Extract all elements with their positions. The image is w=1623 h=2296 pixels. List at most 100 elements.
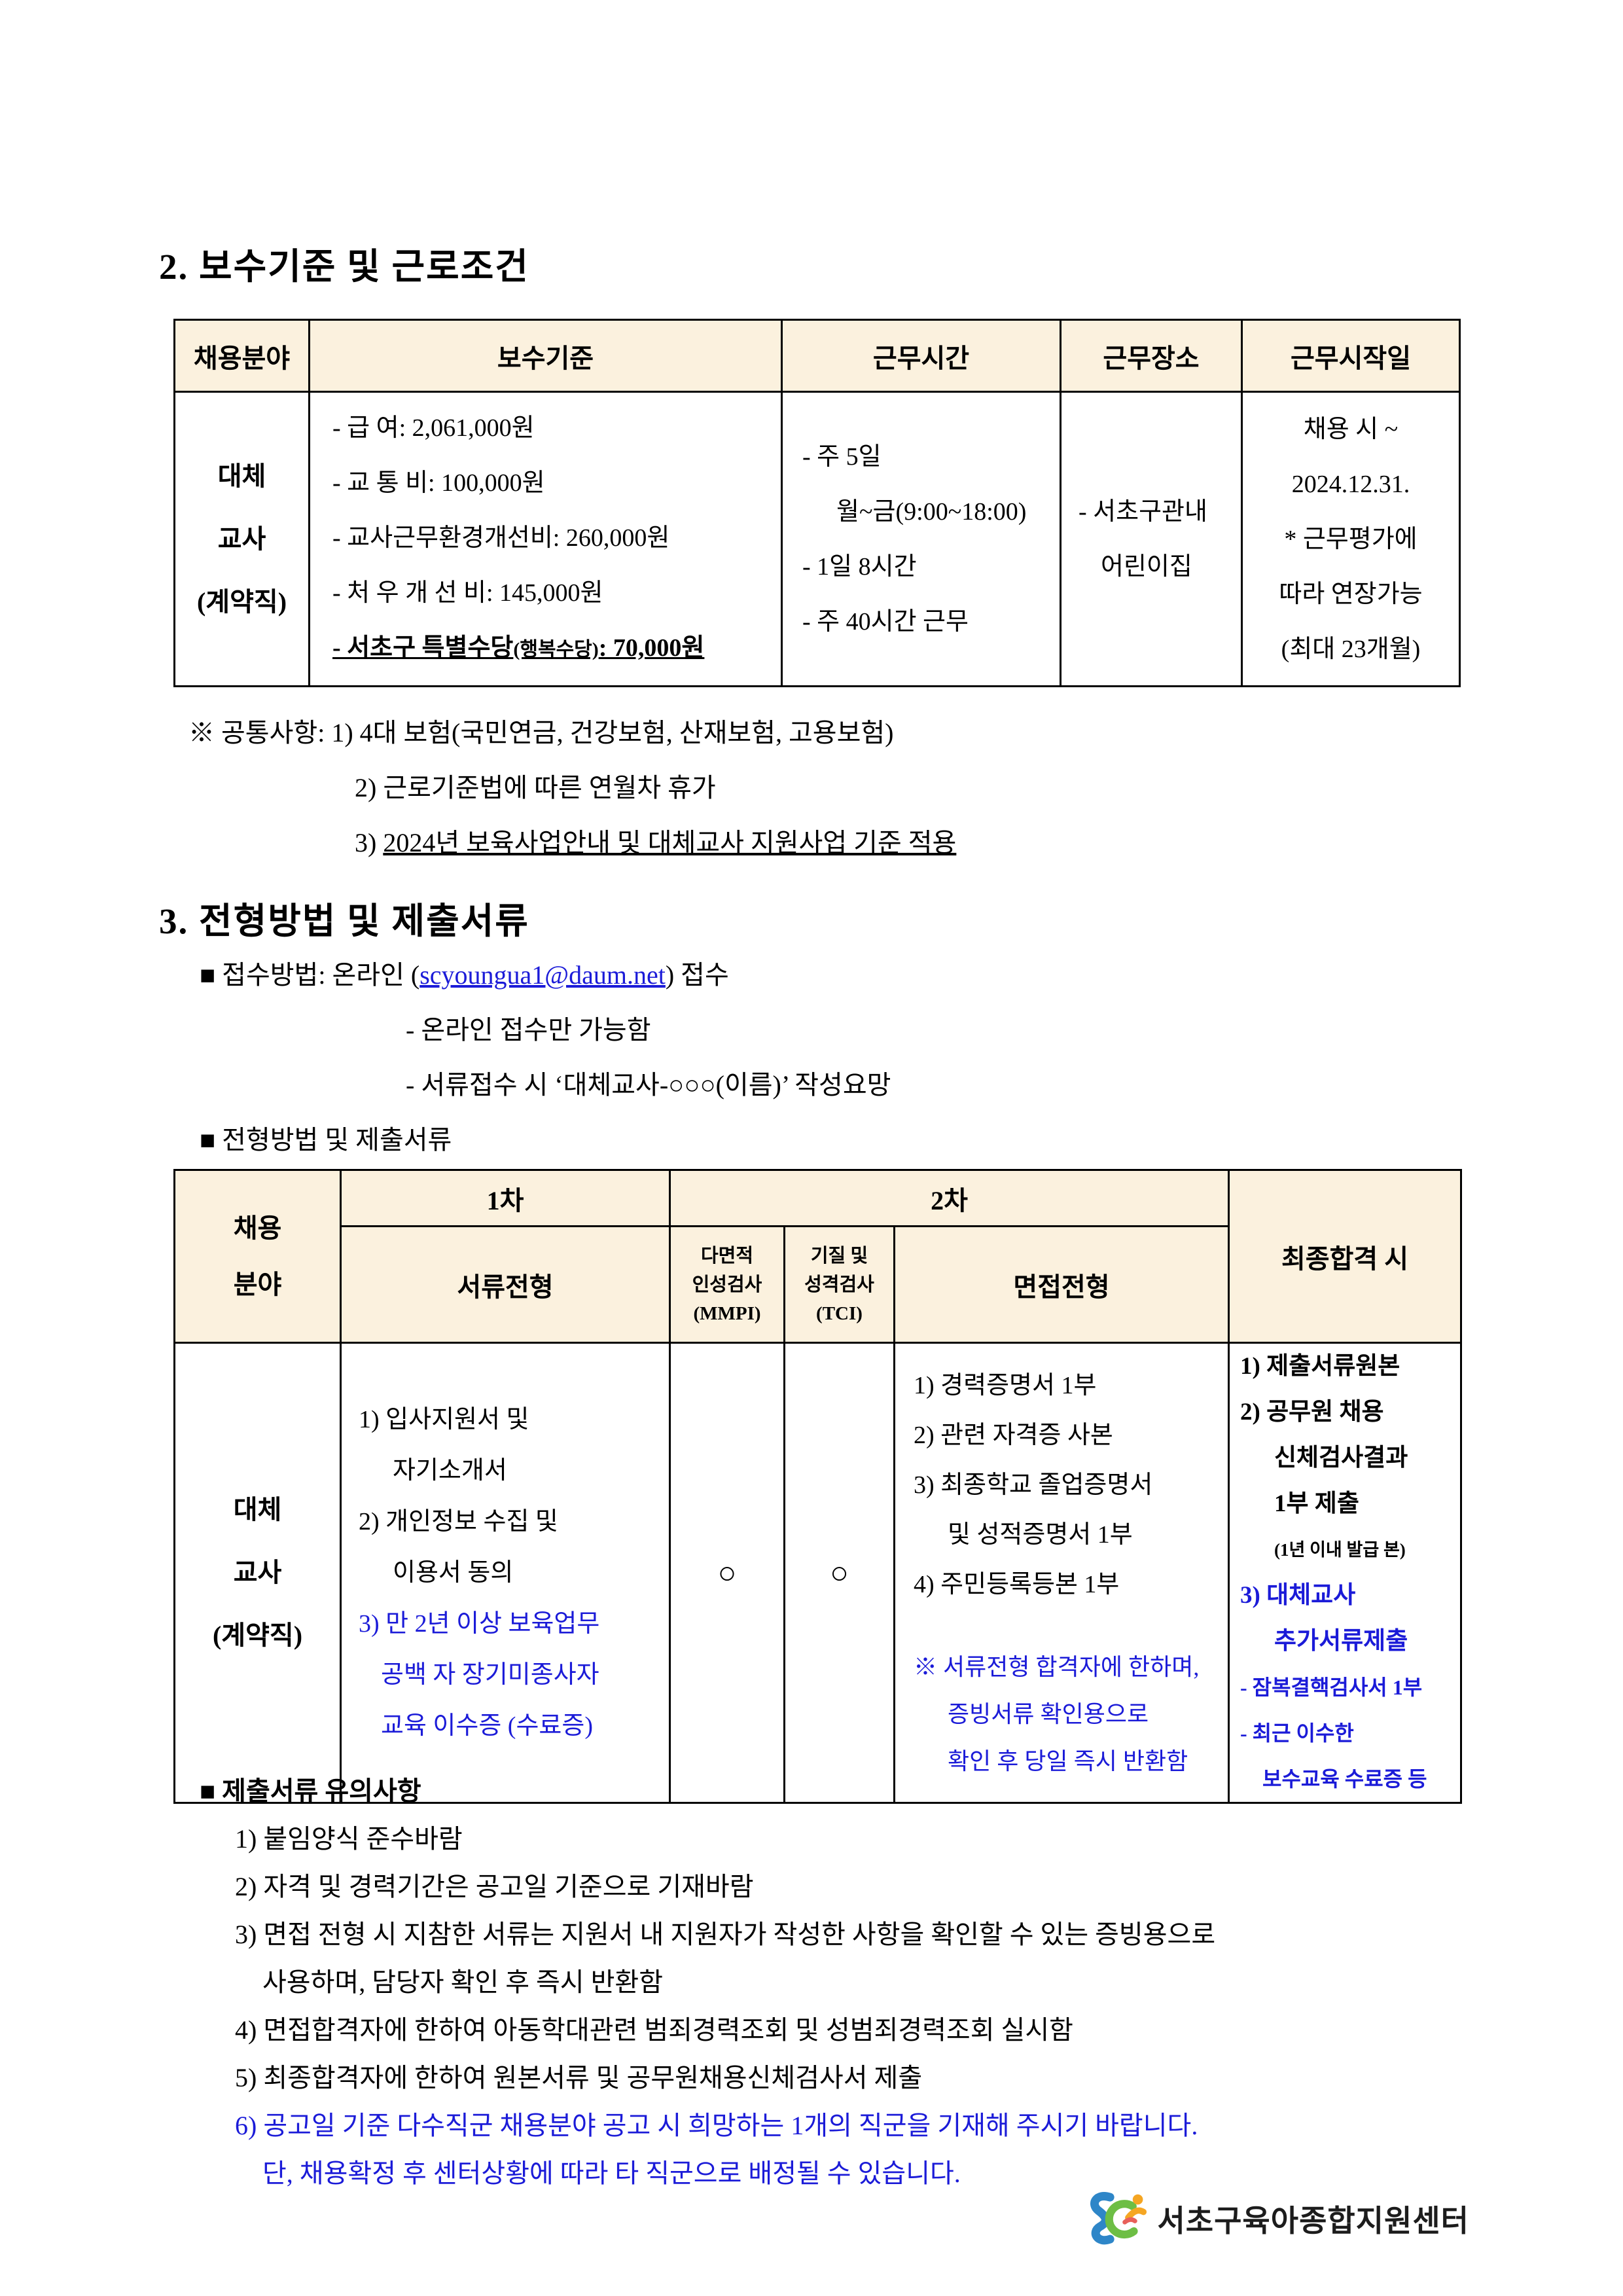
reception-method-line: ■ 접수방법: 온라인 (scyoungua1@daum.net) 접수 (200, 948, 891, 1003)
interview-note-line: ※ 서류전형 합격자에 한하며, (914, 1654, 1200, 1680)
common-note-1: ※ 공통사항: 1) 4대 보험(국민연금, 건강보험, 산재보험, 고용보험) (188, 706, 956, 761)
table1-hours-cell: - 주 5일 월~금(9:00~18:00) - 1일 8시간 - 주 40시간… (781, 391, 1061, 687)
spacer (914, 1609, 1228, 1643)
job-line: (계약직) (212, 1621, 303, 1650)
start-line: 따라 연장가능 (1279, 580, 1423, 608)
tci-header-line: 기질 및 (810, 1245, 868, 1266)
final-item-blue-small: - 잠복결핵검사서 1부 (1240, 1676, 1423, 1699)
job-line: 교사 (217, 524, 266, 554)
section3-title: 3. 전형방법 및 제출서류 (159, 901, 529, 941)
note-text: 근로기준법에 따른 연월차 휴가 (383, 773, 716, 802)
submit-note-6-cont: 단, 채용확정 후 센터상황에 따라 타 직군으로 배정될 수 있습니다. (262, 2159, 961, 2188)
interview-item: 1) 경력증명서 1부 (914, 1372, 1097, 1399)
submit-notes-title: ■ 제출서류 유의사항 (200, 1776, 421, 1806)
interview-note-line: 증빙서류 확인용으로 (948, 1701, 1149, 1727)
table1-header-pay: 보수기준 (308, 319, 783, 393)
submit-note-6: 6) 공고일 기준 다수직군 채용분야 공고 시 희망하는 1개의 직군을 기재… (235, 2111, 1198, 2140)
selection-process-table: 채용 분야 1차 2차 최종합격 시 서류전형 다면적 인성검사 (MMPI) … (173, 1169, 1462, 1804)
email-link[interactable]: scyoungua1@daum.net (419, 960, 666, 990)
table2-job-cell: 대체 교사 (계약직) (173, 1342, 342, 1804)
doc-item: 자기소개서 (393, 1457, 507, 1484)
common-note-2: 2) 근로기준법에 따른 연월차 휴가 (355, 761, 956, 816)
doc-item-blue: 공백 자 장기미종사자 (381, 1661, 599, 1689)
table2-header-round1: 1차 (340, 1169, 671, 1227)
hours-line: 월~금(9:00~18:00) (836, 497, 1027, 526)
place-line: - 서초구관내 (1079, 497, 1207, 526)
tci-header-line: 성격검사 (804, 1274, 874, 1295)
final-item: 신체검사결과 (1274, 1444, 1408, 1471)
start-line: 2024.12.31. (1291, 470, 1410, 498)
table2-header-job-line: 분야 (233, 1269, 282, 1299)
final-item-blue-small: 보수교육 수료증 등 (1262, 1767, 1427, 1791)
table2-header-doc: 서류전형 (340, 1225, 671, 1344)
hours-line: - 1일 8시간 (802, 552, 917, 581)
mmpi-header-line: (MMPI) (693, 1302, 761, 1324)
center-logo-text: 서초구육아종합지원센터 (1157, 2204, 1469, 2238)
submit-note-4: 4) 면접합격자에 한하여 아동학대관련 범죄경력조회 및 성범죄경력조회 실시… (235, 2015, 1073, 2045)
pay-line: - 급 여: 2,061,000원 (332, 414, 535, 442)
doc-item-blue: 교육 이수증 (수료증) (381, 1712, 593, 1740)
reception-block: ■ 접수방법: 온라인 (scyoungua1@daum.net) 접수 - 온… (200, 948, 891, 1168)
pay-line: - 교사근무환경개선비: 260,000원 (332, 524, 670, 552)
table2-header-mmpi: 다면적 인성검사 (MMPI) (669, 1225, 785, 1344)
final-item-blue: 3) 대체교사 (1240, 1582, 1356, 1609)
interview-item: 3) 최종학교 졸업증명서 (914, 1471, 1153, 1499)
table2-header-job: 채용 분야 (173, 1169, 342, 1344)
doc-item: 이용서 동의 (393, 1559, 514, 1587)
pay-special-paren: (행복수당) (513, 639, 599, 660)
doc-item: 2) 개인정보 수집 및 (359, 1508, 558, 1535)
submit-notes: ■ 제출서류 유의사항 1) 붙임양식 준수바람 2) 자격 및 경력기간은 공… (200, 1767, 1215, 2197)
start-line: (최대 23개월) (1281, 635, 1421, 663)
table1-job-cell: 대체 교사 (계약직) (173, 391, 310, 687)
selection-method-heading: ■ 전형방법 및 제출서류 (200, 1125, 452, 1155)
hours-line: - 주 5일 (802, 442, 882, 471)
final-item-small: (1년 이내 발급 본) (1274, 1540, 1406, 1560)
table1-header-hours: 근무시간 (781, 319, 1061, 393)
submit-note-2: 2) 자격 및 경력기간은 공고일 기준으로 기재바람 (235, 1872, 754, 1901)
final-item: 2) 공무원 채용 (1240, 1399, 1384, 1426)
final-item-blue-small: - 최근 이수한 (1240, 1721, 1354, 1745)
final-item: 1부 제출 (1274, 1490, 1359, 1517)
table1-header-start: 근무시작일 (1241, 319, 1461, 393)
table1-header-field: 채용분야 (173, 319, 310, 393)
job-line: 교사 (233, 1558, 282, 1587)
hours-line: - 주 40시간 근무 (802, 607, 969, 636)
interview-item: 2) 관련 자격증 사본 (914, 1422, 1113, 1449)
table2-final-cell: 1) 제출서류원본 2) 공무원 채용 신체검사결과 1부 제출 (1년 이내 … (1228, 1342, 1462, 1804)
interview-item: 4) 주민등록등본 1부 (914, 1571, 1120, 1598)
pay-conditions-table: 채용분야 보수기준 근무시간 근무장소 근무시작일 대체 교사 (계약직) - … (173, 319, 1461, 687)
table2-interview-cell: 1) 경력증명서 1부 2) 관련 자격증 사본 3) 최종학교 졸업증명서 및… (893, 1342, 1230, 1804)
note-num: 3) (355, 828, 377, 857)
submit-note-3: 3) 면접 전형 시 지참한 서류는 지원서 내 지원자가 작성한 사항을 확인… (235, 1920, 1216, 1949)
section2-title: 2. 보수기준 및 근로조건 (159, 247, 529, 287)
common-note-3: 3) 2024년 보육사업안내 및 대체교사 지원사업 기준 적용 (355, 816, 956, 870)
pay-special-line: - 서초구 특별수당(행복수당): 70,000원 (332, 620, 781, 677)
submit-note-1: 1) 붙임양식 준수바람 (235, 1824, 463, 1854)
common-notes-label: ※ 공통사항: (188, 718, 325, 747)
reception-sub2: - 서류접수 시 ‘대체교사-○○○(이름)’ 작성요망 (406, 1070, 891, 1100)
note-num: 1) (331, 718, 353, 747)
note-text: 2024년 보육사업안내 및 대체교사 지원사업 기준 적용 (383, 828, 957, 857)
pay-special-prefix: - 서초구 특별수당 (332, 634, 514, 662)
table2-header-round2: 2차 (669, 1169, 1230, 1227)
final-item-blue: 추가서류제출 (1274, 1628, 1408, 1655)
doc-item: 1) 입사지원서 및 (359, 1406, 529, 1433)
doc-item-blue: 3) 만 2년 이상 보육업무 (359, 1610, 600, 1638)
table1-start-cell: 채용 시 ~ 2024.12.31. * 근무평가에 따라 연장가능 (최대 2… (1241, 391, 1461, 687)
start-line: 채용 시 ~ (1303, 415, 1399, 443)
start-line: * 근무평가에 (1284, 525, 1418, 553)
table2-doc-cell: 1) 입사지원서 및 자기소개서 2) 개인정보 수집 및 이용서 동의 3) … (340, 1342, 671, 1804)
reception-sub1: - 온라인 접수만 가능함 (406, 1015, 651, 1045)
pay-line: - 교 통 비: 100,000원 (332, 469, 545, 497)
common-notes: ※ 공통사항: 1) 4대 보험(국민연금, 건강보험, 산재보험, 고용보험)… (188, 706, 956, 870)
reception-prefix: ■ 접수방법: 온라인 ( (200, 960, 420, 990)
mmpi-header-line: 인성검사 (692, 1274, 762, 1295)
table2-tci-mark-cell: ○ (783, 1342, 895, 1804)
table1-header-place: 근무장소 (1060, 319, 1243, 393)
final-item: 1) 제출서류원본 (1240, 1353, 1400, 1380)
note-text: 4대 보험(국민연금, 건강보험, 산재보험, 고용보험) (359, 718, 894, 747)
table2-header-interview: 면접전형 (893, 1225, 1230, 1344)
job-line: (계약직) (196, 586, 287, 617)
table2-header-final: 최종합격 시 (1228, 1169, 1462, 1344)
job-line: 대체 (217, 461, 266, 491)
